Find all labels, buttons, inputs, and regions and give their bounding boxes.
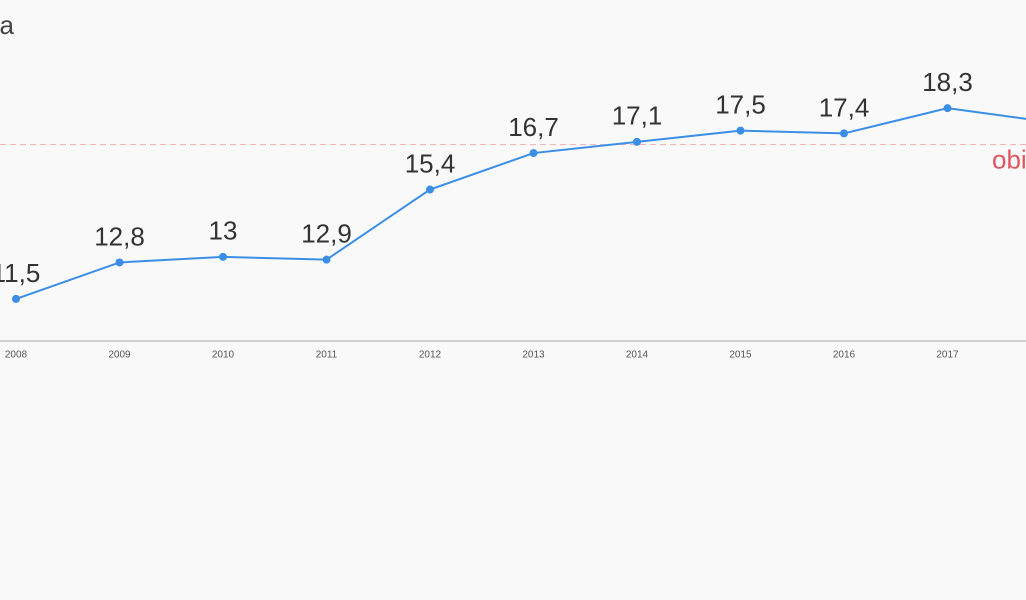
value-label: 16,7 — [508, 112, 559, 142]
point — [12, 294, 20, 303]
point — [115, 258, 124, 267]
point — [426, 185, 434, 194]
x-tick-label: 2017 — [936, 350, 959, 361]
x-tick-label: 2008 — [5, 350, 28, 361]
point — [736, 126, 745, 135]
x-tick-label: 2014 — [626, 350, 649, 361]
value-label: 12,8 — [94, 221, 145, 251]
point — [633, 137, 641, 146]
x-tick-label: 2009 — [108, 350, 131, 361]
x-tick-label: 2015 — [729, 350, 752, 361]
x-tick-label: 2016 — [833, 350, 856, 361]
value-label: 17,4 — [819, 92, 870, 122]
chart-title: lia — [0, 10, 15, 40]
point — [943, 104, 952, 113]
point — [219, 252, 227, 261]
point — [322, 255, 331, 264]
value-label: 18,3 — [922, 67, 973, 97]
point — [529, 149, 538, 158]
value-label: 11,5 — [0, 258, 40, 288]
reference-label: obi — [992, 145, 1026, 175]
value-label: 17,1 — [612, 101, 663, 131]
value-label: 13 — [209, 216, 238, 246]
x-tick-label: 2011 — [316, 350, 338, 361]
point — [840, 129, 848, 138]
value-label: 15,4 — [405, 148, 456, 178]
value-label: 17,5 — [715, 90, 766, 120]
x-tick-label: 2013 — [522, 350, 545, 361]
x-tick-label: 2010 — [212, 350, 235, 361]
x-tick-label: 2012 — [419, 350, 442, 361]
value-label: 12,9 — [301, 219, 352, 249]
